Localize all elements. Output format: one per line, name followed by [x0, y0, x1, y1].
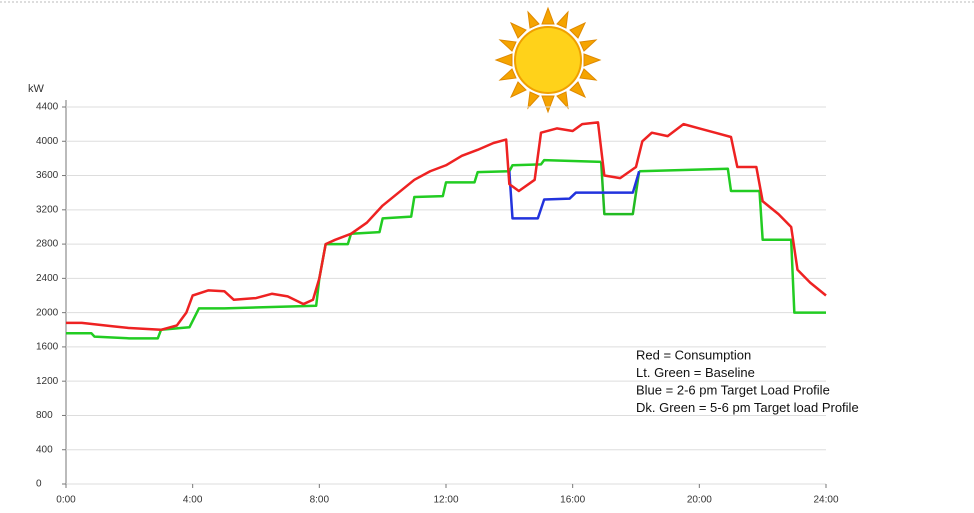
y-axis-label: kW — [28, 83, 45, 95]
annotation: Lt. Green = Baseline — [636, 365, 755, 380]
y-tick-label: 2400 — [36, 273, 59, 284]
y-tick-label: 0 — [36, 479, 42, 490]
y-tick-label: 1200 — [36, 376, 59, 387]
y-tick-label: 400 — [36, 444, 53, 455]
x-tick-label: 8:00 — [310, 495, 330, 506]
annotation: Red = Consumption — [636, 347, 751, 362]
x-tick-label: 0:00 — [56, 495, 76, 506]
y-tick-label: 800 — [36, 410, 53, 421]
x-tick-label: 12:00 — [433, 495, 458, 506]
annotation: Blue = 2-6 pm Target Load Profile — [636, 382, 830, 397]
y-tick-label: 2000 — [36, 307, 59, 318]
y-tick-label: 3600 — [36, 170, 59, 181]
y-tick-label: 4000 — [36, 136, 59, 147]
x-tick-label: 4:00 — [183, 495, 203, 506]
annotation: Dk. Green = 5-6 pm Target load Profile — [636, 400, 859, 415]
series-line — [66, 160, 826, 338]
y-tick-label: 3200 — [36, 204, 59, 215]
x-tick-label: 16:00 — [560, 495, 585, 506]
x-tick-label: 24:00 — [813, 495, 838, 506]
y-tick-label: 1600 — [36, 342, 59, 353]
chart: kW 0 400 800 1200 1600 2000 2400 2800 3200 3600 40… — [0, 0, 974, 508]
sun — [496, 8, 600, 112]
y-tick-label: 2800 — [36, 239, 59, 250]
series-line — [66, 122, 826, 329]
y-tick-label: 4400 — [36, 102, 59, 113]
x-tick-label: 20:00 — [687, 495, 712, 506]
